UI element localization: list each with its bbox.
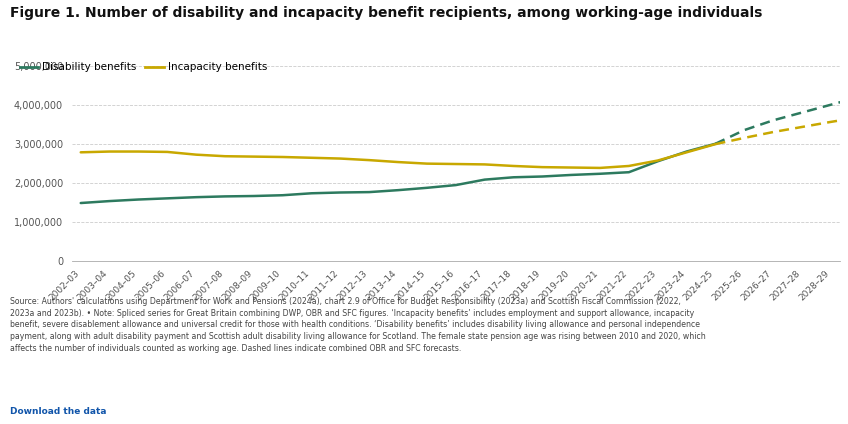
Text: Download the data: Download the data <box>10 407 107 416</box>
Text: Source: Authors' calculations using Department for Work and Pensions (2024a), ch: Source: Authors' calculations using Depa… <box>10 297 706 353</box>
Text: Figure 1. Number of disability and incapacity benefit recipients, among working-: Figure 1. Number of disability and incap… <box>10 6 762 20</box>
Legend: Disability benefits, Incapacity benefits: Disability benefits, Incapacity benefits <box>15 58 271 77</box>
